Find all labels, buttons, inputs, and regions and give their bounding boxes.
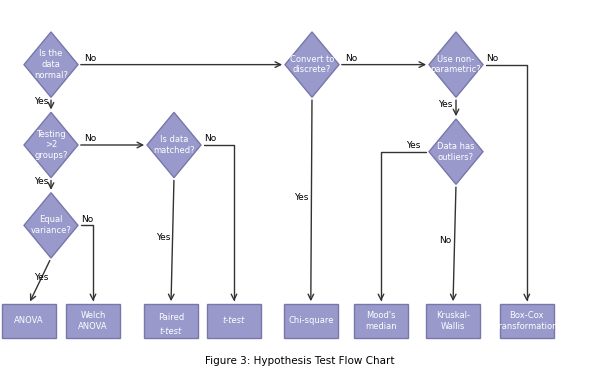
Text: Is data
matched?: Is data matched? (153, 135, 195, 155)
FancyBboxPatch shape (207, 304, 261, 337)
Text: No: No (84, 54, 96, 63)
Text: Convert to
discrete?: Convert to discrete? (290, 55, 334, 74)
Text: Chi-square: Chi-square (288, 316, 334, 325)
Text: Is the
data
normal?: Is the data normal? (34, 49, 68, 80)
Text: Yes: Yes (34, 273, 49, 282)
Text: Yes: Yes (438, 100, 452, 109)
Text: Box-Cox
transformation: Box-Cox transformation (496, 311, 558, 331)
FancyBboxPatch shape (284, 304, 338, 337)
Text: Yes: Yes (34, 177, 49, 186)
Polygon shape (24, 112, 78, 178)
Polygon shape (429, 32, 483, 97)
Text: Use non-
parametric?: Use non- parametric? (431, 55, 481, 74)
FancyBboxPatch shape (2, 304, 56, 337)
FancyBboxPatch shape (66, 304, 120, 337)
Polygon shape (24, 193, 78, 258)
Text: No: No (84, 134, 96, 144)
Text: Testing
>2
groups?: Testing >2 groups? (34, 130, 68, 160)
Polygon shape (147, 112, 201, 178)
Polygon shape (285, 32, 339, 97)
Text: Yes: Yes (294, 193, 308, 202)
Text: No: No (345, 54, 357, 63)
Text: Yes: Yes (34, 97, 49, 106)
Text: Equal
variance?: Equal variance? (31, 216, 71, 235)
Text: Yes: Yes (156, 233, 170, 242)
Text: Welch
ANOVA: Welch ANOVA (78, 311, 108, 331)
Text: Yes: Yes (406, 141, 421, 150)
Text: Kruskal-
Wallis: Kruskal- Wallis (436, 311, 470, 331)
Text: Paired: Paired (158, 313, 184, 322)
FancyBboxPatch shape (426, 304, 480, 337)
Text: No: No (486, 54, 498, 63)
Polygon shape (429, 119, 483, 184)
Text: No: No (439, 236, 451, 245)
Text: t-test: t-test (160, 328, 182, 336)
Text: No: No (81, 215, 93, 224)
Text: Figure 3: Hypothesis Test Flow Chart: Figure 3: Hypothesis Test Flow Chart (205, 356, 395, 366)
FancyBboxPatch shape (144, 304, 198, 337)
Text: Mood's
median: Mood's median (365, 311, 397, 331)
Polygon shape (24, 32, 78, 97)
Text: No: No (204, 134, 216, 144)
FancyBboxPatch shape (354, 304, 408, 337)
Text: t-test: t-test (223, 316, 245, 325)
Text: ANOVA: ANOVA (14, 316, 44, 325)
Text: Data has
outliers?: Data has outliers? (437, 142, 475, 162)
FancyBboxPatch shape (500, 304, 554, 337)
